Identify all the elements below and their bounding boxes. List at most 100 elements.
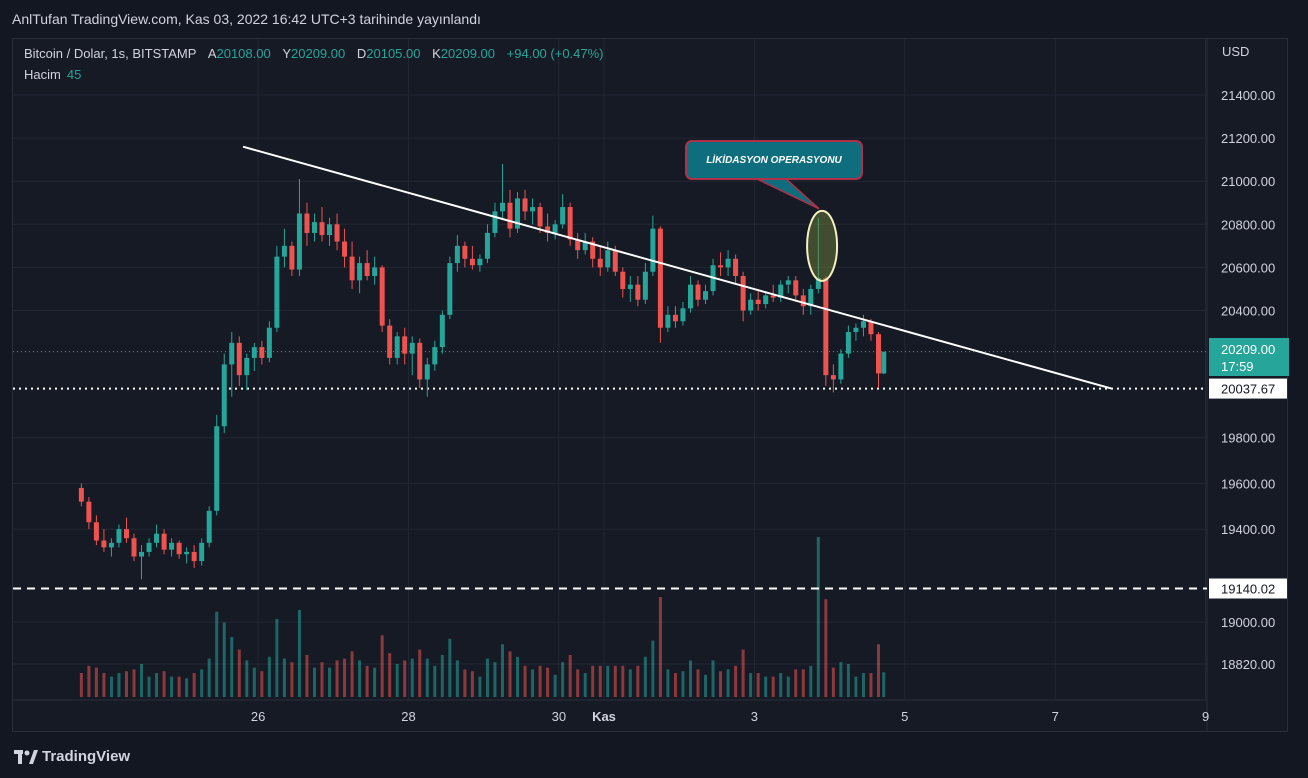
candle-body[interactable] [650, 228, 656, 272]
candle-body[interactable] [695, 284, 701, 300]
candle-body[interactable] [672, 314, 678, 322]
candle-body[interactable] [432, 347, 438, 365]
trendline[interactable] [242, 145, 1112, 390]
candle-body[interactable] [447, 263, 453, 315]
candle-body[interactable] [740, 276, 746, 311]
candle-body[interactable] [402, 336, 408, 354]
candle-body[interactable] [131, 538, 137, 557]
candle-body[interactable] [507, 202, 513, 229]
candle-body[interactable] [522, 198, 528, 212]
candle-body[interactable] [838, 353, 844, 380]
candle-body[interactable] [545, 226, 551, 233]
candle-body[interactable] [590, 241, 596, 259]
candle-body[interactable] [78, 487, 84, 502]
candle-body[interactable] [184, 551, 190, 555]
candle-body[interactable] [665, 314, 671, 328]
candle-body[interactable] [304, 213, 310, 233]
candle-body[interactable] [462, 245, 468, 259]
candle-body[interactable] [830, 375, 836, 380]
candle-body[interactable] [86, 501, 92, 523]
candle-body[interactable] [327, 224, 333, 236]
candle-body[interactable] [499, 202, 505, 212]
tradingview-logo[interactable]: TradingView [14, 748, 130, 765]
candle-body[interactable] [492, 211, 498, 233]
candle-body[interactable] [236, 342, 242, 376]
candle-body[interactable] [108, 542, 114, 548]
candle-body[interactable] [477, 258, 483, 266]
candle-body[interactable] [785, 280, 791, 285]
candle-body[interactable] [853, 327, 859, 333]
candle-body[interactable] [93, 522, 99, 541]
candle-body[interactable] [530, 207, 536, 212]
candle-body[interactable] [364, 263, 370, 277]
candle-body[interactable] [597, 258, 603, 268]
candle-body[interactable] [860, 321, 866, 328]
candle-body[interactable] [605, 250, 611, 268]
candle-body[interactable] [154, 533, 160, 543]
candle-body[interactable] [612, 250, 618, 272]
candle-body[interactable] [823, 278, 829, 376]
candle-body[interactable] [703, 291, 709, 300]
candle-body[interactable] [687, 284, 693, 309]
candle-body[interactable] [552, 224, 558, 233]
candle-body[interactable] [680, 308, 686, 322]
candle-body[interactable] [642, 271, 648, 300]
candle-body[interactable] [206, 510, 212, 543]
candle-body[interactable] [244, 357, 250, 376]
candle-body[interactable] [808, 288, 814, 307]
candle-body[interactable] [229, 342, 235, 365]
candle-body[interactable] [537, 207, 543, 227]
candle-body[interactable] [357, 263, 363, 281]
candle-body[interactable] [881, 351, 887, 374]
candle-body[interactable] [778, 284, 784, 298]
candle-body[interactable] [718, 265, 724, 268]
candle-body[interactable] [123, 529, 129, 539]
candle-body[interactable] [116, 529, 122, 543]
candle-body[interactable] [484, 232, 490, 259]
candle-body[interactable] [800, 295, 806, 307]
candle-body[interactable] [214, 426, 220, 511]
candle-body[interactable] [763, 295, 769, 305]
candle-body[interactable] [755, 299, 761, 305]
candle-body[interactable] [311, 222, 317, 233]
candle-body[interactable] [424, 364, 430, 380]
liquidation-highlight-ellipse[interactable] [806, 209, 839, 282]
candle-body[interactable] [560, 207, 566, 225]
candle-body[interactable] [733, 258, 739, 277]
candle-body[interactable] [417, 342, 423, 380]
candle-body[interactable] [146, 542, 152, 552]
candle-body[interactable] [868, 321, 874, 335]
candle-body[interactable] [567, 207, 573, 240]
candle-body[interactable] [372, 267, 378, 277]
candle-body[interactable] [334, 224, 340, 242]
candle-body[interactable] [635, 284, 641, 300]
candle-body[interactable] [281, 245, 287, 257]
candle-body[interactable] [815, 278, 821, 289]
candle-body[interactable] [349, 256, 355, 281]
candle-body[interactable] [793, 280, 799, 296]
candle-body[interactable] [394, 336, 400, 358]
candle-body[interactable] [274, 256, 280, 328]
candle-body[interactable] [454, 245, 460, 264]
candle-body[interactable] [575, 239, 581, 251]
candle-body[interactable] [439, 314, 445, 348]
candle-body[interactable] [169, 542, 175, 550]
candle-body[interactable] [176, 542, 182, 555]
candle-body[interactable] [319, 222, 325, 236]
candle-body[interactable] [657, 228, 663, 328]
candle-body[interactable] [266, 327, 272, 358]
candle-body[interactable] [199, 542, 205, 562]
candle-body[interactable] [515, 198, 521, 229]
candle-body[interactable] [289, 245, 295, 270]
candle-body[interactable] [627, 284, 633, 289]
candle-body[interactable] [161, 533, 167, 550]
volume-label[interactable]: Hacim [24, 67, 61, 82]
candle-body[interactable] [845, 332, 851, 354]
symbol-name[interactable]: Bitcoin / Dolar, 1s, BITSTAMP [24, 46, 197, 61]
candle-body[interactable] [620, 271, 626, 289]
candle-body[interactable] [875, 334, 881, 374]
candle-body[interactable] [725, 258, 731, 268]
candle-body[interactable] [342, 241, 348, 257]
candle-body[interactable] [748, 299, 754, 311]
